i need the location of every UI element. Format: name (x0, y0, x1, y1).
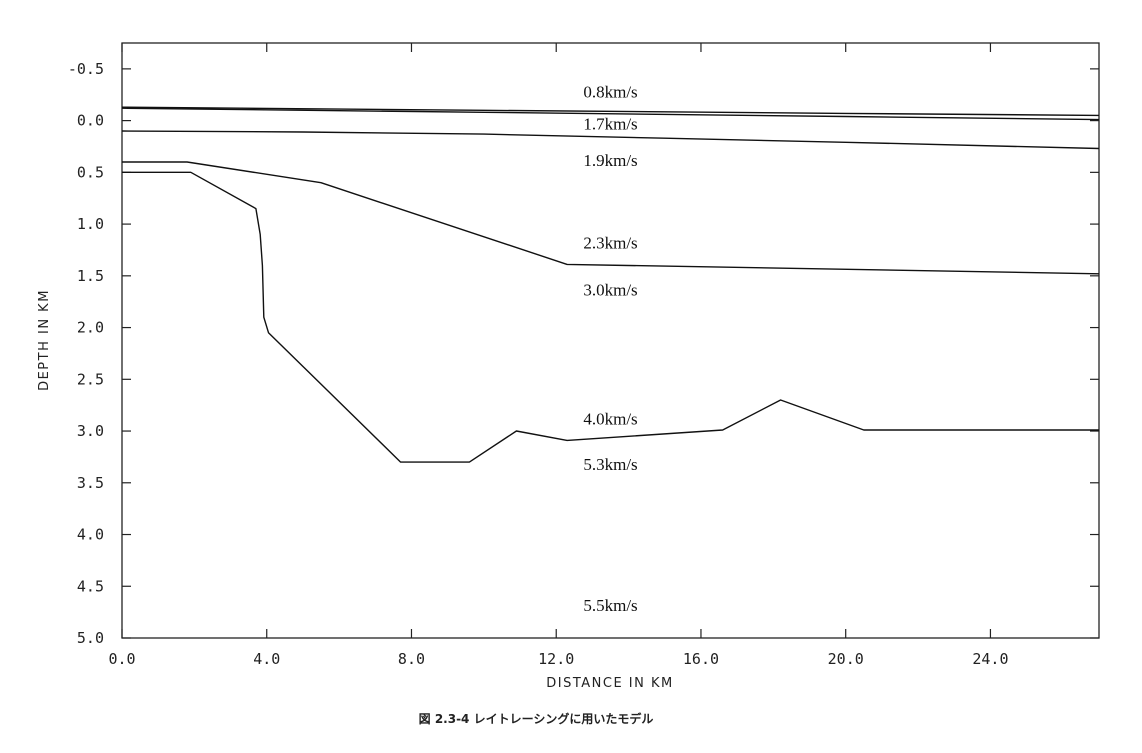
velocity-label: 4.0km/s (583, 410, 637, 429)
x-tick-label: 16.0 (683, 650, 719, 668)
layer-interfaces (121, 106, 1100, 463)
y-axis-ticks: -0.5 0.0 0.5 1.0 1.5 2.0 2.5 3.0 3.5 4.0 4.5 5.0 (68, 60, 1099, 647)
x-tick-label: 12.0 (538, 650, 574, 668)
x-axis-title: DISTANCE IN KM (546, 676, 674, 691)
y-tick-label: 3.5 (77, 474, 104, 492)
y-tick-label: 0.5 (77, 163, 104, 181)
velocity-labels: 0.8km/s 1.7km/s 1.9km/s 2.3km/s 3.0km/s 4.0km… (583, 83, 637, 615)
velocity-label: 0.8km/s (583, 83, 637, 102)
velocity-label: 1.7km/s (583, 115, 637, 134)
x-tick-label: 4.0 (253, 650, 280, 668)
y-tick-label: -0.5 (68, 60, 104, 78)
y-tick-label: 2.0 (77, 319, 104, 337)
velocity-label: 1.9km/s (583, 151, 637, 170)
y-tick-label: 4.0 (77, 526, 104, 544)
velocity-label: 3.0km/s (583, 280, 637, 299)
y-tick-label: 1.0 (77, 215, 104, 233)
y-tick-label: 1.5 (77, 267, 104, 285)
y-tick-label: 0.0 (77, 112, 104, 130)
y-tick-label: 3.0 (77, 422, 104, 440)
interface-line-1 (121, 106, 1100, 117)
velocity-label: 5.3km/s (583, 455, 637, 474)
y-axis-title: DEPTH IN KM (37, 289, 52, 391)
velocity-label: 2.3km/s (583, 234, 637, 253)
figure-caption: 図 2.3-4 レイトレーシングに用いたモデル (419, 711, 654, 726)
interface-line-5 (122, 171, 1099, 463)
x-tick-label: 20.0 (828, 650, 864, 668)
velocity-label: 5.5km/s (583, 596, 637, 615)
y-tick-label: 5.0 (77, 629, 104, 647)
interface-line-4 (122, 161, 1100, 275)
x-axis-ticks: 0.0 4.0 8.0 12.0 16.0 20.0 24.0 (108, 43, 1009, 668)
y-tick-label: 4.5 (77, 577, 104, 595)
x-tick-label: 8.0 (398, 650, 425, 668)
x-tick-label: 0.0 (108, 650, 135, 668)
plot-frame (121, 42, 1100, 639)
x-tick-label: 24.0 (972, 650, 1008, 668)
interface-line-3 (121, 130, 1100, 150)
y-tick-label: 2.5 (77, 370, 104, 388)
interface-line-2 (121, 107, 1100, 121)
